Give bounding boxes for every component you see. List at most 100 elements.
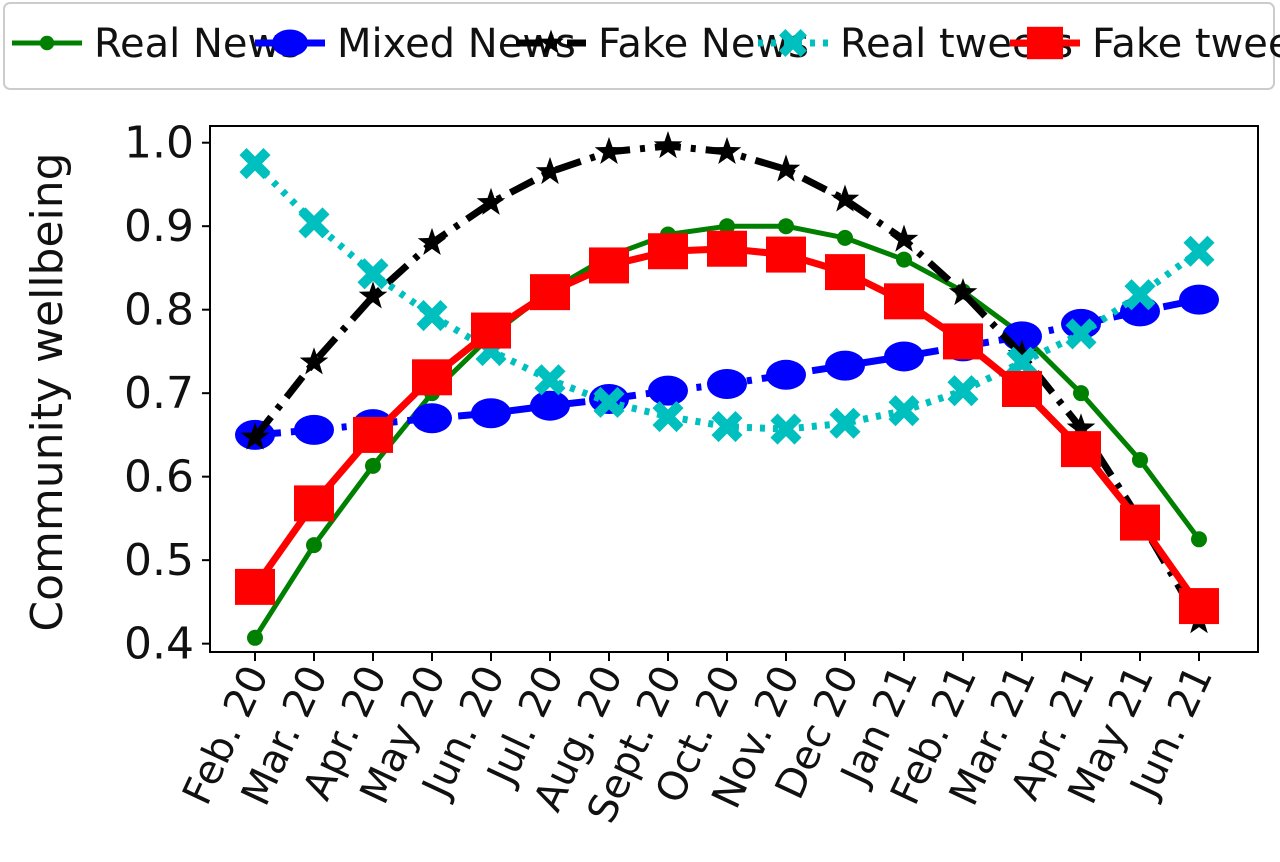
data-point-real-tweets-stroke [593,386,625,418]
data-point-fake-news [535,156,565,185]
data-point-fake-tweets [412,359,452,396]
legend: Real News Mixed News Fake News Real tweets F… [3,2,1280,90]
data-point-fake-tweets [1179,588,1219,625]
data-point-real-tweets [1006,346,1038,378]
data-point-mixed-news [766,359,806,390]
data-point-fake-tweets [884,283,924,320]
data-point-mixed-news [1179,284,1219,315]
data-point-real-tweets [770,413,802,445]
data-point-mixed-news [471,398,511,429]
data-point-real-tweets [1124,279,1156,311]
data-point-fake-news [889,224,919,252]
data-point-real-tweets-stroke [1124,279,1156,311]
data-point-mixed-news [707,368,747,399]
data-point-fake-tweets [766,236,806,273]
data-point-real-tweets [298,207,330,239]
legend-marker [272,29,308,57]
data-point-fake-tweets [825,254,865,291]
legend-marker [39,35,55,51]
legend-label: Fake tweets [1092,21,1280,67]
legend-marker-stroke [779,29,807,57]
data-point-real-tweets-stroke [1006,346,1038,378]
y-tick-label: 0.6 [124,452,194,503]
data-point-real-tweets [593,386,625,418]
data-point-mixed-news [825,350,865,381]
data-point-fake-tweets [943,323,983,360]
data-point-fake-tweets [1120,504,1160,541]
data-point-real-tweets-stroke [1183,235,1215,267]
data-point-real-tweets [534,364,566,396]
data-point-real-tweets-stroke [888,395,920,427]
data-point-mixed-news [1061,308,1101,339]
plot-frame [209,125,1259,653]
data-point-real-tweets-stroke [357,258,389,290]
data-point-real-news [1073,385,1089,402]
data-point-fake-tweets [1002,371,1042,407]
data-point-fake-tweets [294,485,334,522]
data-point-real-tweets-stroke [298,207,330,239]
data-point-real-tweets-stroke [711,411,743,443]
data-point-fake-tweets [707,230,747,267]
data-point-mixed-news [530,390,570,421]
y-tick-label: 0.9 [124,201,194,252]
data-point-real-news [365,457,381,474]
data-point-fake-news [299,347,329,375]
data-point-real-tweets [239,148,271,180]
data-point-fake-tweets [353,416,393,453]
data-point-fake-news [594,136,624,164]
data-point-real-tweets-stroke [239,148,271,180]
legend-box [3,2,1275,90]
data-point-real-news [778,218,794,235]
data-point-real-news [719,218,735,235]
data-point-fake-news [771,154,801,182]
data-point-real-tweets [888,395,920,427]
legend-label: Fake News [598,21,809,67]
data-point-real-tweets-stroke [829,407,861,439]
data-point-fake-tweets [648,233,688,270]
data-point-real-news [306,537,322,554]
data-point-fake-news [417,227,447,255]
data-point-real-tweets [652,401,684,433]
series-fake-tweets [235,230,1219,625]
data-point-real-tweets [1065,318,1097,350]
series-line-real-tweets [252,161,1202,433]
data-point-mixed-news [648,375,688,406]
data-point-real-tweets-stroke [1065,318,1097,350]
data-point-mixed-news [412,403,452,434]
y-axis-label: Community wellbeing [22,152,73,631]
data-point-mixed-news [884,341,924,372]
data-point-fake-news [1066,413,1096,441]
data-point-fake-tweets [471,312,511,349]
data-point-real-news [1132,451,1148,468]
data-point-real-tweets [357,258,389,290]
data-point-real-tweets-stroke [947,375,979,407]
legend-marker [538,29,564,54]
data-point-real-tweets-stroke [534,364,566,396]
series-real-tweets [239,148,1215,445]
y-tick-label: 0.5 [124,535,194,586]
data-point-fake-news [476,187,506,215]
data-point-real-tweets-stroke [770,413,802,445]
data-point-fake-tweets [589,247,629,284]
data-point-real-tweets [829,407,861,439]
data-point-real-tweets [947,375,979,407]
y-tick-label: 1.0 [124,118,194,169]
legend-marker [779,29,807,57]
y-tick-label: 0.7 [124,368,194,419]
data-point-fake-tweets [235,568,275,605]
y-tick-label: 0.8 [124,285,194,336]
data-point-real-tweets [1183,235,1215,267]
data-point-real-news [247,629,263,646]
legend-entry-fake-tweets: Fake tweets [1010,21,1280,67]
data-point-fake-tweets [530,274,570,311]
data-point-fake-news [830,184,860,212]
data-point-real-news [1191,531,1207,548]
data-point-fake-news [358,281,388,309]
data-point-real-news [896,251,912,268]
data-point-fake-news [240,422,270,450]
data-point-fake-news [1007,339,1037,367]
legend-marker [1027,26,1063,60]
data-point-real-tweets [416,299,448,332]
